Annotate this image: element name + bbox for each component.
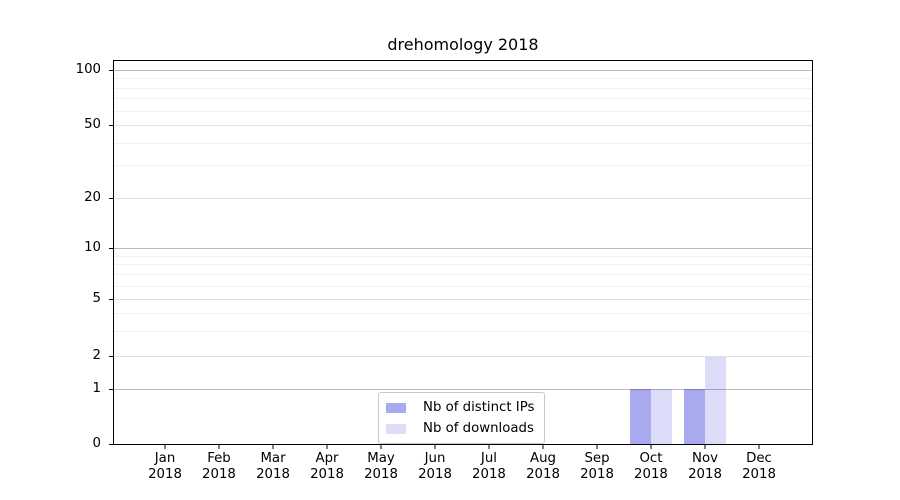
x-tick-mark-apr [326, 445, 328, 449]
bar-nb-of-downloads-nov [704, 356, 726, 444]
y-tick-label-20: 20 [84, 189, 101, 205]
x-tick-label-jun: Jun 2018 [418, 451, 452, 482]
y-tick-label-100: 100 [75, 61, 101, 77]
x-tick-mark-may [380, 445, 382, 449]
y-tick-mark-20 [109, 197, 113, 199]
x-tick-label-feb: Feb 2018 [202, 451, 236, 482]
x-tick-label-dec: Dec 2018 [742, 451, 776, 482]
legend-item-distinct-ips: Nb of distinct IPs [386, 398, 534, 417]
x-tick-label-nov: Nov 2018 [688, 451, 722, 482]
y-tick-mark-10 [109, 248, 113, 250]
axis-ticks-layer: 100 50 20 10 5 2 1 0 Jan 2018 Feb 2018 Mar 2018 Apr… [76, 61, 812, 482]
legend-swatch-downloads [386, 423, 406, 434]
x-tick-mark-nov [704, 445, 706, 449]
y-tick-label-1: 1 [92, 380, 101, 396]
x-tick-label-sep: Sep 2018 [580, 451, 614, 482]
x-tick-label-mar: Mar 2018 [256, 451, 290, 482]
x-tick-label-may: May 2018 [364, 451, 398, 482]
y-tick-label-0: 0 [92, 435, 101, 451]
plot-area: 100 50 20 10 5 2 1 0 Jan 2018 Feb 2018 Mar 2018 Apr… [76, 60, 813, 482]
x-tick-mark-oct [650, 445, 652, 449]
legend: Nb of distinct IPs Nb of downloads [378, 392, 546, 444]
chart-title: drehomology 2018 [387, 35, 539, 54]
legend-item-downloads: Nb of downloads [386, 419, 534, 438]
x-tick-mark-jun [434, 445, 436, 449]
x-tick-mark-feb [218, 445, 220, 449]
y-tick-mark-1 [109, 389, 113, 390]
bar-nb-of-distinct-ips-nov [683, 389, 705, 444]
x-tick-mark-jan [164, 445, 166, 449]
x-tick-mark-mar [272, 445, 274, 449]
y-tick-mark-5 [109, 298, 113, 300]
y-tick-label-10: 10 [84, 239, 101, 255]
x-tick-label-oct: Oct 2018 [634, 451, 668, 482]
x-tick-mark-dec [758, 445, 760, 449]
y-tick-label-50: 50 [84, 116, 101, 132]
x-tick-mark-sep [596, 445, 598, 449]
y-tick-mark-0 [109, 444, 113, 445]
bars-layer [114, 61, 812, 444]
y-tick-mark-50 [109, 124, 113, 126]
legend-swatch-distinct-ips [386, 402, 406, 413]
bar-nb-of-distinct-ips-oct [629, 389, 651, 444]
x-tick-label-apr: Apr 2018 [310, 451, 344, 482]
x-tick-label-jan: Jan 2018 [148, 451, 182, 482]
legend-label-distinct-ips: Nb of distinct IPs [423, 400, 535, 415]
y-tick-mark-2 [109, 356, 113, 358]
y-tick-mark-100 [109, 70, 113, 71]
legend-label-downloads: Nb of downloads [423, 421, 534, 436]
bar-nb-of-downloads-oct [650, 389, 672, 444]
y-tick-label-5: 5 [92, 290, 101, 306]
x-tick-mark-jul [488, 445, 490, 449]
x-tick-label-aug: Aug 2018 [526, 451, 560, 482]
x-tick-label-jul: Jul 2018 [472, 451, 506, 482]
x-tick-mark-aug [542, 445, 544, 449]
y-tick-label-2: 2 [92, 348, 101, 364]
